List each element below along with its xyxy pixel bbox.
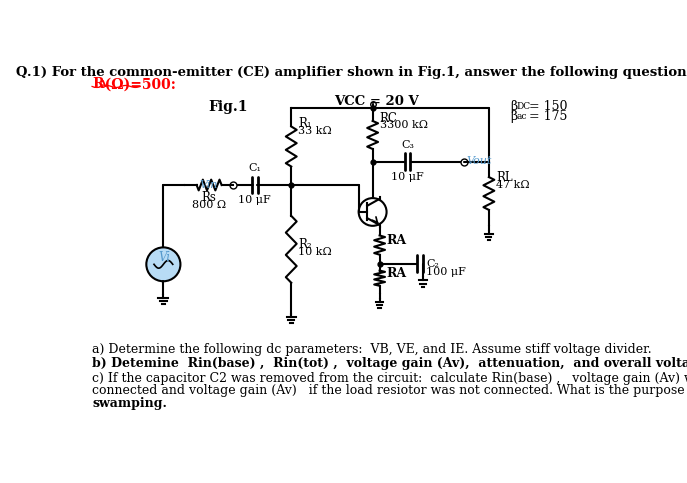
Text: RA: RA [387,234,407,247]
Text: ac: ac [517,112,528,121]
Text: = 175: = 175 [525,110,567,123]
Text: Q.1) For the common-emitter (CE) amplifier shown in Fig.1, answer the following : Q.1) For the common-emitter (CE) amplifi… [16,66,687,79]
Text: RC: RC [380,112,398,125]
Text: β: β [510,110,518,123]
Text: a) Determine the following dc parameters:  VB, VE, and IE. Assume stiff voltage : a) Determine the following dc parameters… [92,343,652,356]
Text: 47 kΩ: 47 kΩ [496,180,530,190]
Text: VCC = 20 V: VCC = 20 V [334,95,418,108]
Text: 10 μF: 10 μF [238,195,271,205]
Text: 800 Ω: 800 Ω [192,199,226,210]
Text: b) Detemine  Rin(base) ,  Rin(tot) ,  voltage gain (Av),  attenuation,  and over: b) Detemine Rin(base) , Rin(tot) , volta… [92,357,687,370]
Text: C₃: C₃ [401,141,414,150]
Text: C₂: C₂ [426,259,439,269]
Text: RA: RA [387,268,407,281]
Text: β: β [510,100,518,114]
Text: RL: RL [496,171,513,184]
Text: (Ω)=500:: (Ω)=500: [102,77,176,91]
Text: = 150: = 150 [525,100,567,114]
Text: Rs: Rs [202,191,216,204]
Text: 100 μF: 100 μF [426,267,466,277]
Text: C₁: C₁ [249,163,261,173]
Text: 10 μF: 10 μF [391,172,424,182]
Circle shape [146,247,181,281]
Text: R₁: R₁ [298,117,312,130]
Text: 3300 kΩ: 3300 kΩ [380,120,427,130]
Text: A: A [98,80,106,88]
Text: Fig.1: Fig.1 [208,100,248,114]
Text: Vi: Vi [159,251,171,264]
Text: c) If the capacitor C2 was removed from the circuit:  calculate Rin(base) ,   vo: c) If the capacitor C2 was removed from … [92,372,687,385]
Text: R: R [92,77,104,91]
Text: Vout: Vout [466,156,492,166]
Text: Vin: Vin [199,180,218,190]
Text: connected and voltage gain (Av)   if the load resiotor was not connected. What i: connected and voltage gain (Av) if the l… [92,384,687,398]
Text: R₂: R₂ [298,238,312,251]
Text: DC: DC [517,102,531,111]
Text: swamping.: swamping. [92,397,167,410]
Text: 33 kΩ: 33 kΩ [298,126,332,136]
Text: 10 kΩ: 10 kΩ [298,247,332,256]
